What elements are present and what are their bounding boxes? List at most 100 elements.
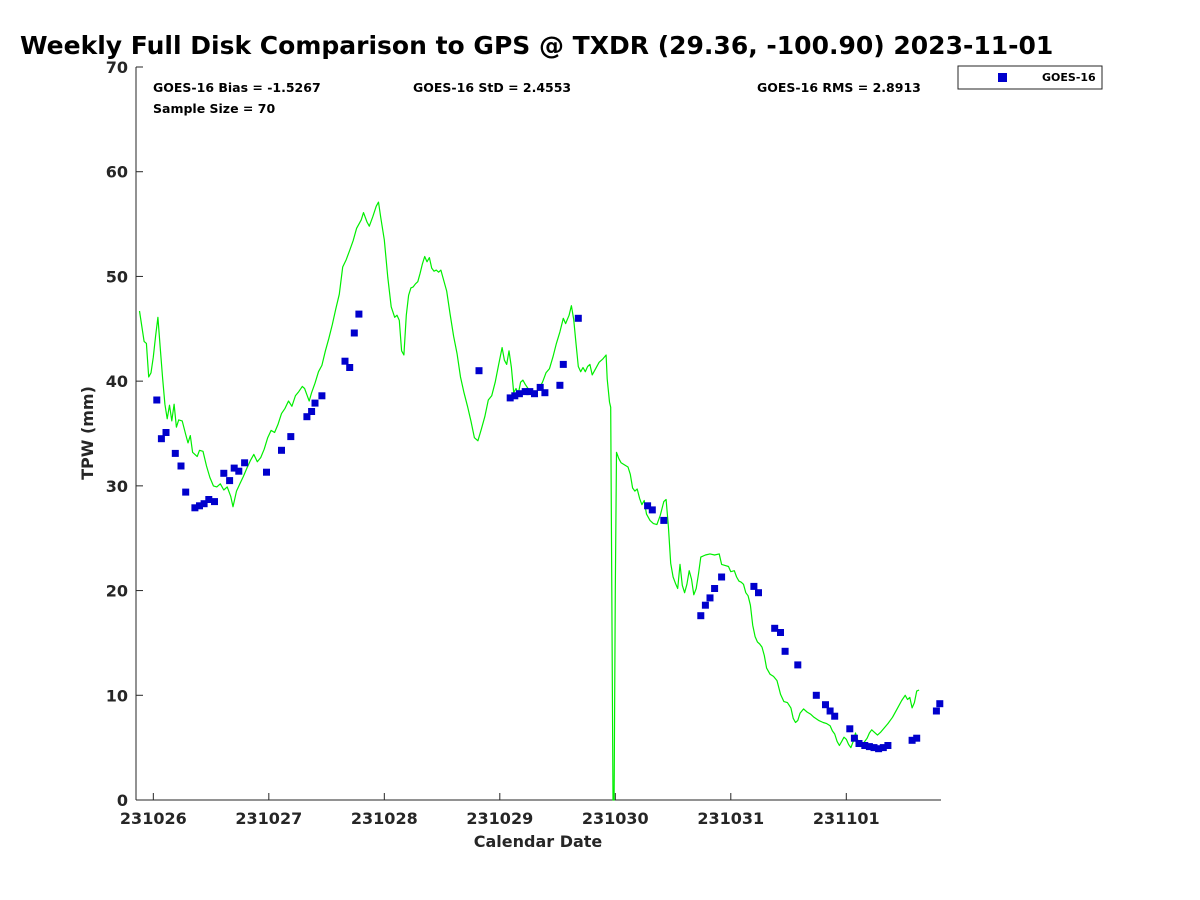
goes-16-point <box>241 459 249 467</box>
legend-marker <box>998 73 1007 82</box>
goes-16-point <box>660 516 668 524</box>
goes-16-point <box>346 364 354 371</box>
goes-16-point <box>718 573 726 581</box>
goes-16-point <box>182 488 190 496</box>
goes-16-point <box>644 502 652 510</box>
goes-16-point <box>196 502 203 510</box>
goes-16-point <box>511 392 519 400</box>
goes-16-point <box>794 661 802 669</box>
y-tick-label: 50 <box>106 267 128 286</box>
y-tick-label: 20 <box>106 582 128 601</box>
x-tick-label: 231027 <box>235 809 302 828</box>
legend-box <box>957 65 1103 90</box>
goes-16-point <box>771 624 779 632</box>
y-tick-label: 70 <box>106 58 128 77</box>
goes-16-series <box>153 310 944 753</box>
goes-16-point <box>171 449 179 457</box>
std-stat: GOES-16 StD = 2.4553 <box>413 80 571 95</box>
goes-16-point <box>205 496 213 503</box>
goes-16-point <box>191 504 199 512</box>
goes-16-point <box>908 736 916 744</box>
goes-16-point <box>350 329 358 337</box>
legend-label: GOES-16 <box>1042 71 1096 84</box>
y-ticks: 0 10 20 30 40 50 60 70 <box>106 58 143 810</box>
goes-16-point <box>220 469 228 477</box>
gps-series <box>138 201 920 801</box>
goes-16-point <box>812 691 820 699</box>
rms-stat: GOES-16 RMS = 2.8913 <box>757 80 921 95</box>
goes-16-point <box>826 707 834 715</box>
goes-16-point <box>822 701 829 709</box>
x-tick-label: 231029 <box>466 809 533 828</box>
x-tick-label: 231026 <box>120 809 187 828</box>
goes-16-point <box>475 367 483 375</box>
y-axis-label: TPW (mm) <box>78 386 97 480</box>
y-tick-label: 30 <box>106 477 128 496</box>
goes-16-point <box>308 408 316 415</box>
goes-16-point <box>932 707 940 715</box>
goes-16-point <box>177 462 185 470</box>
goes-16-point <box>861 742 869 749</box>
goes-16-point <box>521 388 529 396</box>
goes-16-point <box>311 399 319 407</box>
bias-stat: GOES-16 Bias = -1.5267 <box>153 80 321 95</box>
goes-16-point <box>865 743 873 751</box>
x-tick-label: 231031 <box>697 809 764 828</box>
goes-16-point <box>750 582 758 590</box>
goes-16-point <box>235 467 243 475</box>
goes-16-point <box>697 612 705 620</box>
plot-area <box>135 67 941 801</box>
goes-16-point <box>701 601 709 609</box>
y-tick-label: 0 <box>117 791 128 810</box>
goes-16-point <box>341 357 349 365</box>
goes-16-point <box>506 394 514 402</box>
goes-16-point <box>855 740 863 747</box>
x-tick-label: 231101 <box>813 809 880 828</box>
goes-16-point <box>559 360 567 368</box>
goes-16-point <box>318 392 326 400</box>
goes-16-point <box>781 647 789 655</box>
goes-16-point <box>846 725 854 733</box>
goes-16-point <box>531 390 538 398</box>
goes-16-point <box>556 381 564 389</box>
x-axis-label: Calendar Date <box>474 832 603 851</box>
goes-16-point <box>711 585 719 592</box>
x-tick-label: 231028 <box>351 809 418 828</box>
goes-16-point <box>526 388 534 396</box>
goes-16-point <box>648 506 656 514</box>
goes-16-point <box>355 310 363 318</box>
goes-16-point <box>287 433 295 441</box>
goes-16-point <box>303 413 311 421</box>
goes-16-point <box>850 734 858 742</box>
goes-16-point <box>936 700 944 708</box>
goes-16-point <box>211 498 218 506</box>
x-tick-label: 231030 <box>582 809 649 828</box>
goes-16-point <box>884 742 892 749</box>
goes-16-point <box>870 744 878 752</box>
y-tick-label: 10 <box>106 686 128 705</box>
goes-16-point <box>831 712 839 720</box>
sample-size-stat: Sample Size = 70 <box>153 101 275 116</box>
goes-16-point <box>541 389 549 397</box>
goes-16-point <box>162 429 170 436</box>
goes-16-point <box>706 594 714 602</box>
goes-16-point <box>157 435 165 443</box>
goes-16-point <box>226 477 234 485</box>
chart-title: Weekly Full Disk Comparison to GPS @ TXD… <box>20 31 1053 60</box>
y-tick-label: 40 <box>106 372 128 391</box>
legend: GOES-16 <box>957 65 1103 90</box>
goes-16-point <box>879 744 887 752</box>
goes-16-point <box>755 589 762 597</box>
gps-line <box>138 201 920 801</box>
goes-16-point <box>153 396 161 404</box>
goes-16-point <box>515 390 523 398</box>
goes-16-point <box>574 314 582 322</box>
goes-16-point <box>913 734 921 742</box>
goes-16-point <box>875 745 883 753</box>
goes-16-point <box>230 464 238 472</box>
goes-16-point <box>777 629 784 636</box>
goes-16-point <box>536 383 544 391</box>
goes-16-point <box>200 500 208 508</box>
